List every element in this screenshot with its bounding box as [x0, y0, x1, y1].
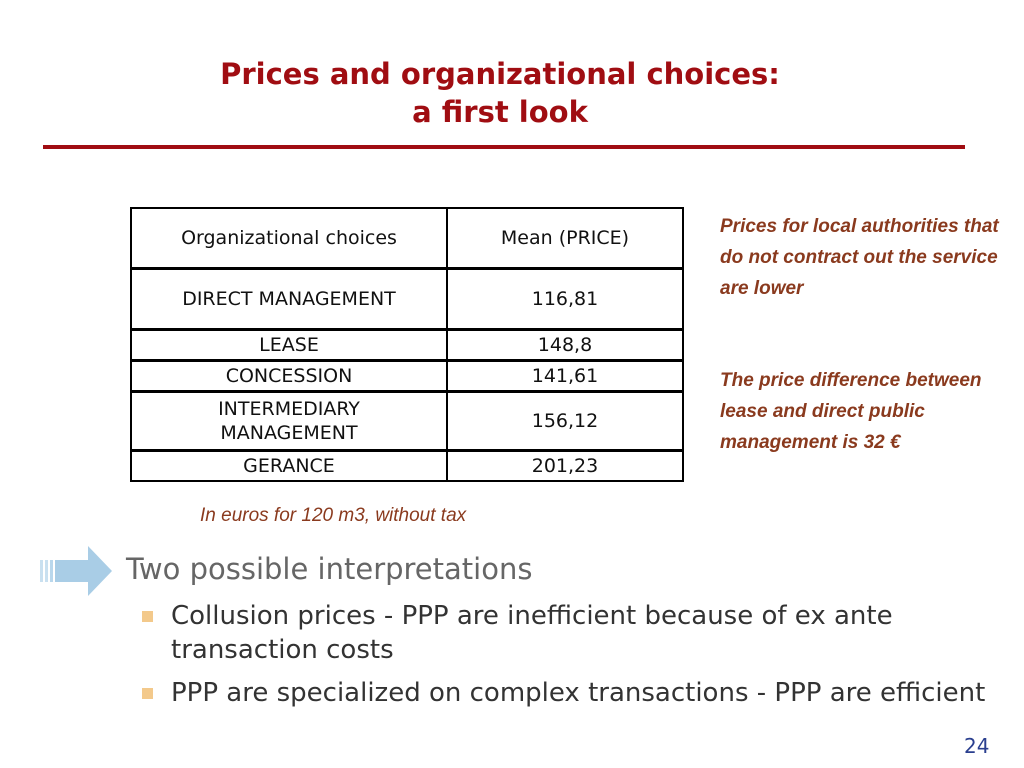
- choice-cell: CONCESSION: [130, 360, 448, 393]
- price-cell: 116,81: [446, 268, 684, 331]
- table-row: LEASE 148,8: [130, 329, 684, 362]
- slide-title-line1: Prices and organizational choices:: [220, 57, 780, 91]
- interpretations-heading: Two possible interpretations: [126, 552, 533, 586]
- bullet-item: PPP are specialized on complex transacti…: [140, 676, 1010, 710]
- price-table: Organizational choices Mean (PRICE) DIRE…: [130, 207, 684, 482]
- square-bullet-icon: [142, 688, 153, 699]
- side-note-difference: The price difference between lease and d…: [720, 370, 982, 453]
- page-number: 24: [964, 734, 990, 758]
- square-bullet-icon: [142, 611, 153, 622]
- price-cell: 148,8: [446, 329, 684, 362]
- price-cell: 156,12: [446, 391, 684, 452]
- slide-title-line2: a first look: [412, 95, 588, 129]
- side-note-prices: Prices for local authorities that do not…: [720, 216, 999, 299]
- choice-cell-line1: INTERMEDIARY: [218, 398, 360, 420]
- title-underline: [43, 145, 965, 149]
- right-arrow-icon: [40, 546, 112, 596]
- choice-cell: LEASE: [130, 329, 448, 362]
- choice-cell: INTERMEDIARY MANAGEMENT: [130, 391, 448, 452]
- column-header-price: Mean (PRICE): [446, 207, 684, 270]
- table-row: GERANCE 201,23: [130, 450, 684, 482]
- bullet-text: Collusion prices - PPP are inefficient b…: [171, 601, 893, 665]
- choice-cell: DIRECT MANAGEMENT: [130, 268, 448, 331]
- choice-cell-line2: MANAGEMENT: [220, 422, 358, 444]
- slide-title: Prices and organizational choices: a fir…: [0, 55, 1000, 131]
- table-caption: In euros for 120 m3, without tax: [200, 505, 467, 526]
- table-row: CONCESSION 141,61: [130, 360, 684, 393]
- bullet-item: Collusion prices - PPP are inefficient b…: [140, 599, 1010, 667]
- table-header-row: Organizational choices Mean (PRICE): [130, 207, 684, 270]
- table-row: DIRECT MANAGEMENT 116,81: [130, 268, 684, 331]
- column-header-choices: Organizational choices: [130, 207, 448, 270]
- choice-cell: GERANCE: [130, 450, 448, 482]
- table-row: INTERMEDIARY MANAGEMENT 156,12: [130, 391, 684, 452]
- price-cell: 201,23: [446, 450, 684, 482]
- price-cell: 141,61: [446, 360, 684, 393]
- bullet-text: PPP are specialized on complex transacti…: [171, 678, 986, 708]
